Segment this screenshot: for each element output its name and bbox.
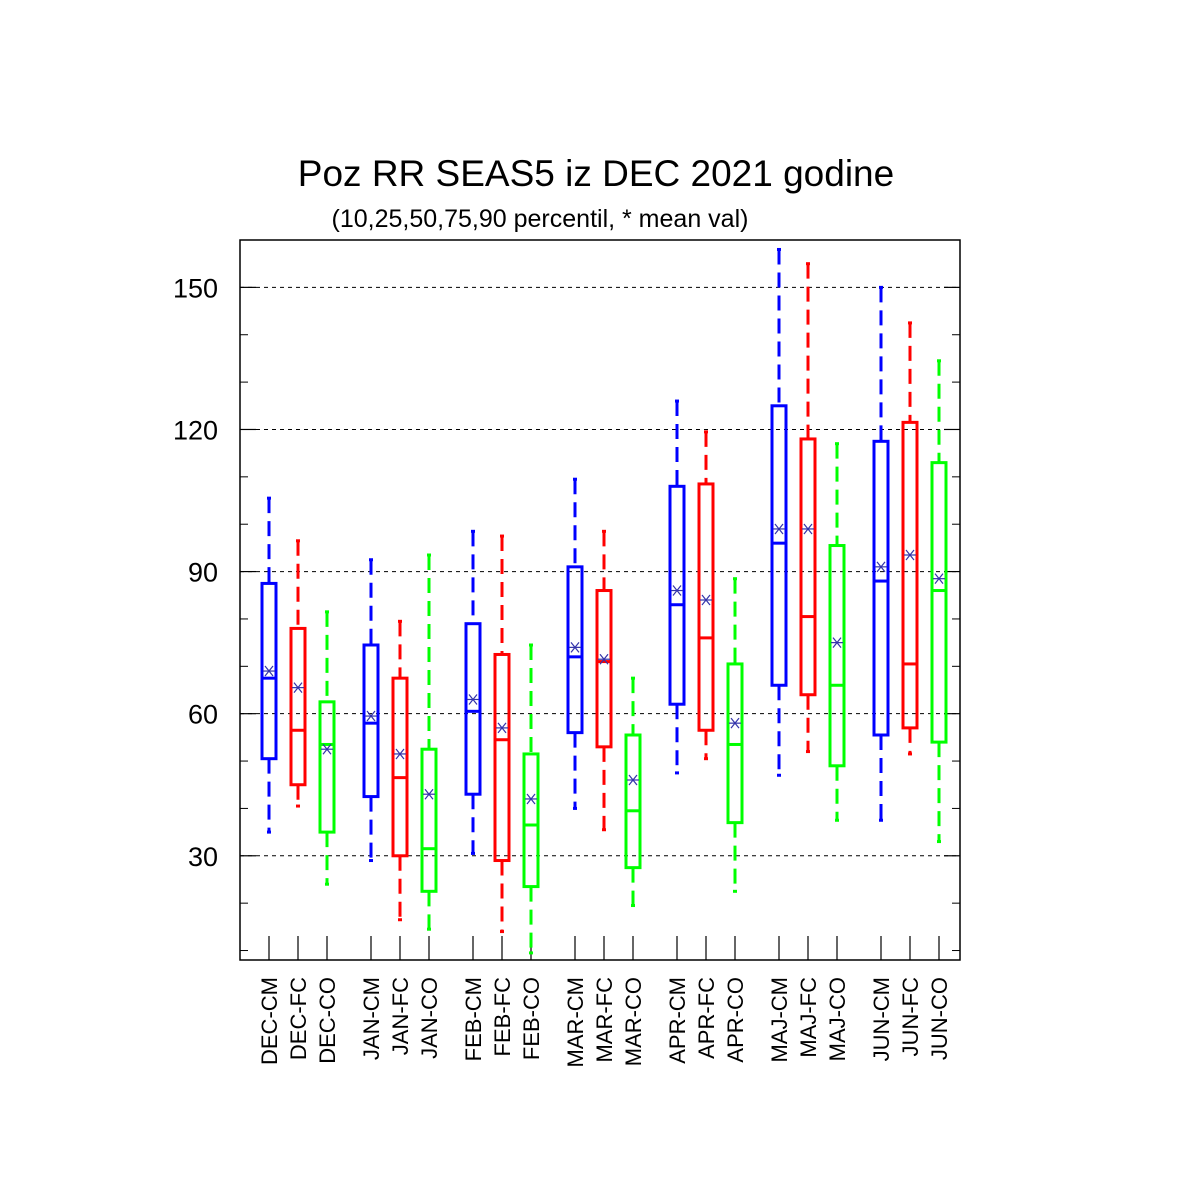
y-tick-label: 120 (173, 415, 218, 445)
mean-marker (904, 549, 916, 561)
mean-stroke (526, 793, 536, 805)
x-tick-label: JUN-CO (927, 977, 952, 1060)
mean-stroke (497, 722, 507, 734)
mean-stroke (876, 561, 886, 573)
box-body (391, 676, 409, 858)
x-tick-label: MAR-CO (621, 977, 646, 1066)
mean-marker (831, 637, 843, 649)
box-body (420, 747, 438, 893)
mean-stroke (774, 523, 784, 535)
mean-stroke (366, 710, 376, 722)
mean-stroke (468, 694, 478, 705)
box-body (522, 752, 540, 889)
grid-lines (240, 286, 960, 857)
y-tick-label: 30 (188, 842, 218, 872)
mean-marker (729, 717, 741, 729)
box-body (770, 404, 788, 687)
mean-stroke (730, 717, 740, 729)
x-tick-label: MAJ-CO (825, 977, 850, 1061)
mean-marker (598, 653, 610, 665)
mean-stroke (701, 594, 711, 606)
mean-stroke (293, 682, 303, 694)
box-body (595, 589, 613, 749)
mean-stroke (905, 549, 915, 561)
box-body (493, 652, 511, 863)
x-tick-label: FEB-CM (461, 977, 486, 1061)
x-tick-label: JUN-CM (869, 977, 894, 1061)
x-tick-label: APR-CM (665, 977, 690, 1064)
mean-marker (321, 743, 333, 755)
mean-marker (292, 682, 304, 694)
x-tick-label: MAJ-CM (767, 977, 792, 1063)
box-body (260, 581, 278, 761)
x-tick-label: DEC-FC (286, 977, 311, 1060)
mean-marker (263, 665, 275, 677)
x-tick-label: APR-CO (723, 977, 748, 1063)
chart-title: Poz RR SEAS5 iz DEC 2021 godine (298, 153, 894, 194)
boxes (260, 247, 948, 955)
mean-marker (423, 788, 435, 800)
x-tick-label: MAR-CM (563, 977, 588, 1067)
mean-stroke (934, 573, 944, 585)
mean-marker (773, 523, 785, 535)
mean-stroke (424, 788, 434, 800)
box-body (362, 643, 380, 799)
box-body (289, 626, 307, 787)
x-tick-label: JUN-FC (898, 977, 923, 1057)
x-tick-label: FEB-FC (490, 977, 515, 1057)
x-tick-label: JAN-CM (359, 977, 384, 1060)
mean-stroke (264, 665, 274, 677)
mean-stroke (322, 743, 332, 755)
mean-marker (802, 523, 814, 535)
mean-stroke (803, 523, 813, 535)
x-tick-label: JAN-CO (417, 977, 442, 1059)
chart-subtitle: (10,25,50,75,90 percentil, * mean val) (332, 205, 749, 233)
box-body (828, 544, 846, 768)
x-tick-label: JAN-FC (388, 977, 413, 1055)
box-body (566, 565, 584, 735)
y-tick-label: 60 (188, 700, 218, 730)
mean-marker (700, 594, 712, 606)
box-body (697, 482, 715, 732)
mean-stroke (672, 585, 682, 596)
x-tick-label: MAJ-FC (796, 977, 821, 1058)
x-tick-label: FEB-CO (519, 977, 544, 1060)
box-body (901, 420, 919, 730)
mean-marker (627, 774, 639, 786)
plot-frame (239, 239, 961, 961)
mean-marker (467, 694, 479, 705)
box-body (668, 484, 686, 706)
x-tick-label: APR-FC (694, 977, 719, 1059)
x-tick-label: DEC-CO (315, 977, 340, 1064)
mean-stroke (599, 653, 609, 665)
box-body (624, 733, 642, 870)
mean-stroke (628, 774, 638, 786)
y-tick-label: 150 (173, 273, 218, 303)
mean-marker (496, 722, 508, 734)
mean-marker (569, 641, 581, 653)
mean-marker (365, 710, 377, 722)
mean-stroke (570, 641, 580, 653)
mean-stroke (395, 748, 405, 760)
mean-marker (933, 573, 945, 585)
box-body (318, 700, 336, 834)
box-body (464, 622, 482, 796)
box-body (930, 461, 948, 744)
mean-marker (394, 748, 406, 760)
box-body (799, 437, 817, 697)
y-tick-label: 90 (188, 558, 218, 588)
x-tick-label: DEC-CM (257, 977, 282, 1065)
mean-stroke (832, 637, 842, 649)
box-body (872, 439, 890, 737)
mean-marker (525, 793, 537, 805)
x-tick-label: MAR-FC (592, 977, 617, 1063)
mean-marker (875, 561, 887, 573)
mean-marker (671, 585, 683, 596)
